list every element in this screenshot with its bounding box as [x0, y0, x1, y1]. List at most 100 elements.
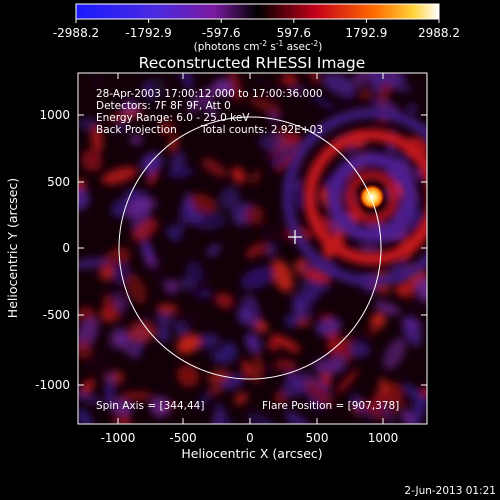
pattern-blob: [242, 359, 253, 379]
annotation-time: 28-Apr-2003 17:00:12.000 to 17:00:36.000: [96, 88, 323, 100]
pattern-blob: [246, 412, 278, 424]
colorbar-tick-label: 1792.9: [345, 26, 387, 40]
pattern-blob: [244, 332, 262, 354]
pattern-blob: [178, 309, 200, 327]
colorbar-tick-labels: -2988.2 -1792.9 -597.6 597.6 1792.9 2988.2: [53, 26, 460, 40]
pattern-blob: [214, 292, 234, 309]
pattern-blob: [359, 87, 372, 99]
pattern-blob: [352, 73, 378, 87]
pattern-blob: [267, 338, 279, 352]
annotation-spin-axis: Spin Axis = [344,44]: [96, 400, 204, 412]
pattern-blob: [78, 408, 93, 424]
pattern-blob: [250, 169, 261, 185]
pattern-blob: [124, 272, 147, 304]
y-axis-label: Heliocentric Y (arcsec): [5, 178, 20, 318]
pattern-blob: [258, 222, 286, 244]
pattern-blob: [335, 368, 359, 395]
pattern-blob: [188, 193, 217, 214]
pattern-blob: [234, 392, 248, 406]
pattern-blob: [313, 358, 342, 375]
pattern-blob: [350, 394, 363, 411]
pattern-blob: [166, 224, 181, 242]
colorbar-tick-label: -597.6: [202, 26, 241, 40]
pattern-blob: [284, 313, 299, 328]
pattern-blob: [284, 410, 313, 424]
y-tick-label: -1000: [35, 378, 70, 392]
pattern-blob: [280, 73, 299, 86]
pattern-blob: [275, 358, 297, 372]
pattern-blob: [109, 109, 144, 122]
pattern-blob: [271, 141, 300, 169]
pattern-blob: [289, 87, 306, 94]
pattern-blob: [170, 151, 186, 173]
pattern-blob: [90, 125, 103, 153]
annotations: 28-Apr-2003 17:00:12.000 to 17:00:36.000…: [96, 88, 399, 412]
pattern-blob: [374, 301, 401, 315]
pattern-blob: [81, 149, 103, 172]
flare-source: [359, 184, 385, 210]
pattern-blob: [212, 78, 233, 96]
pattern-blob: [112, 292, 129, 312]
pattern-blob: [240, 266, 275, 290]
pattern-blob: [206, 243, 221, 257]
pattern-blob: [385, 381, 404, 399]
pattern-blob: [348, 341, 369, 359]
pattern-blob: [187, 85, 218, 113]
pattern-blob: [245, 245, 262, 259]
colorbar-tick-label: 2988.2: [418, 26, 460, 40]
pattern-blob: [155, 198, 167, 207]
x-tick-label: 500: [306, 431, 329, 445]
pattern-blob: [78, 188, 90, 211]
pattern-blob: [303, 269, 332, 283]
pattern-blob: [351, 325, 375, 354]
pattern-blob: [145, 254, 157, 268]
pattern-blob: [383, 338, 406, 370]
pattern-blob: [248, 96, 282, 115]
pattern-blob: [114, 335, 141, 359]
pattern-blob: [315, 318, 342, 336]
y-tick-label: 1000: [39, 108, 70, 122]
pattern-blob: [101, 166, 138, 185]
pattern-blob: [127, 322, 156, 343]
axis-ticks: [78, 73, 427, 424]
pattern-blob: [308, 73, 320, 85]
pattern-blob: [115, 121, 128, 133]
pattern-blob: [255, 141, 275, 164]
pattern-blob: [99, 266, 114, 282]
x-tick-label: 1000: [368, 431, 399, 445]
rhessi-image: [78, 73, 427, 424]
y-tick-labels: 1000 500 0 -500 -1000: [35, 108, 70, 392]
pattern-blob: [156, 303, 179, 314]
pattern-blob: [402, 383, 427, 408]
solar-limb-circle: [118, 116, 382, 380]
pattern-blob: [184, 191, 196, 223]
plot-title: Reconstructed RHESSI Image: [139, 54, 366, 72]
pattern-blob: [206, 102, 217, 120]
pattern-blob: [150, 259, 167, 286]
colorbar-tick-label: -1792.9: [125, 26, 171, 40]
pattern-blob: [220, 341, 238, 362]
pattern-blob: [382, 82, 413, 91]
pattern-blob: [365, 393, 389, 413]
pattern-blob: [403, 315, 422, 347]
pattern-blob: [196, 390, 213, 410]
pattern-blob: [194, 333, 220, 349]
pattern-blob: [78, 389, 104, 406]
pattern-blob: [149, 396, 170, 418]
pattern-blob: [292, 304, 311, 316]
pattern-blob: [281, 371, 312, 398]
pattern-blob: [271, 259, 294, 293]
pattern-blob: [120, 416, 132, 424]
y-tick-label: 0: [62, 241, 70, 255]
pattern-blob: [123, 197, 155, 218]
pattern-blob: [102, 294, 116, 316]
annotation-energy: Energy Range: 6.0 - 25.0 keV: [96, 112, 250, 124]
pattern-blob: [131, 218, 159, 242]
pattern-blob: [209, 387, 222, 395]
pattern-blob: [394, 281, 414, 298]
colorbar-ticks: [75, 19, 440, 23]
pattern-blob: [119, 391, 153, 401]
pattern-blob: [179, 197, 188, 235]
pattern-blob: [229, 73, 242, 102]
pattern-blob: [183, 73, 193, 92]
